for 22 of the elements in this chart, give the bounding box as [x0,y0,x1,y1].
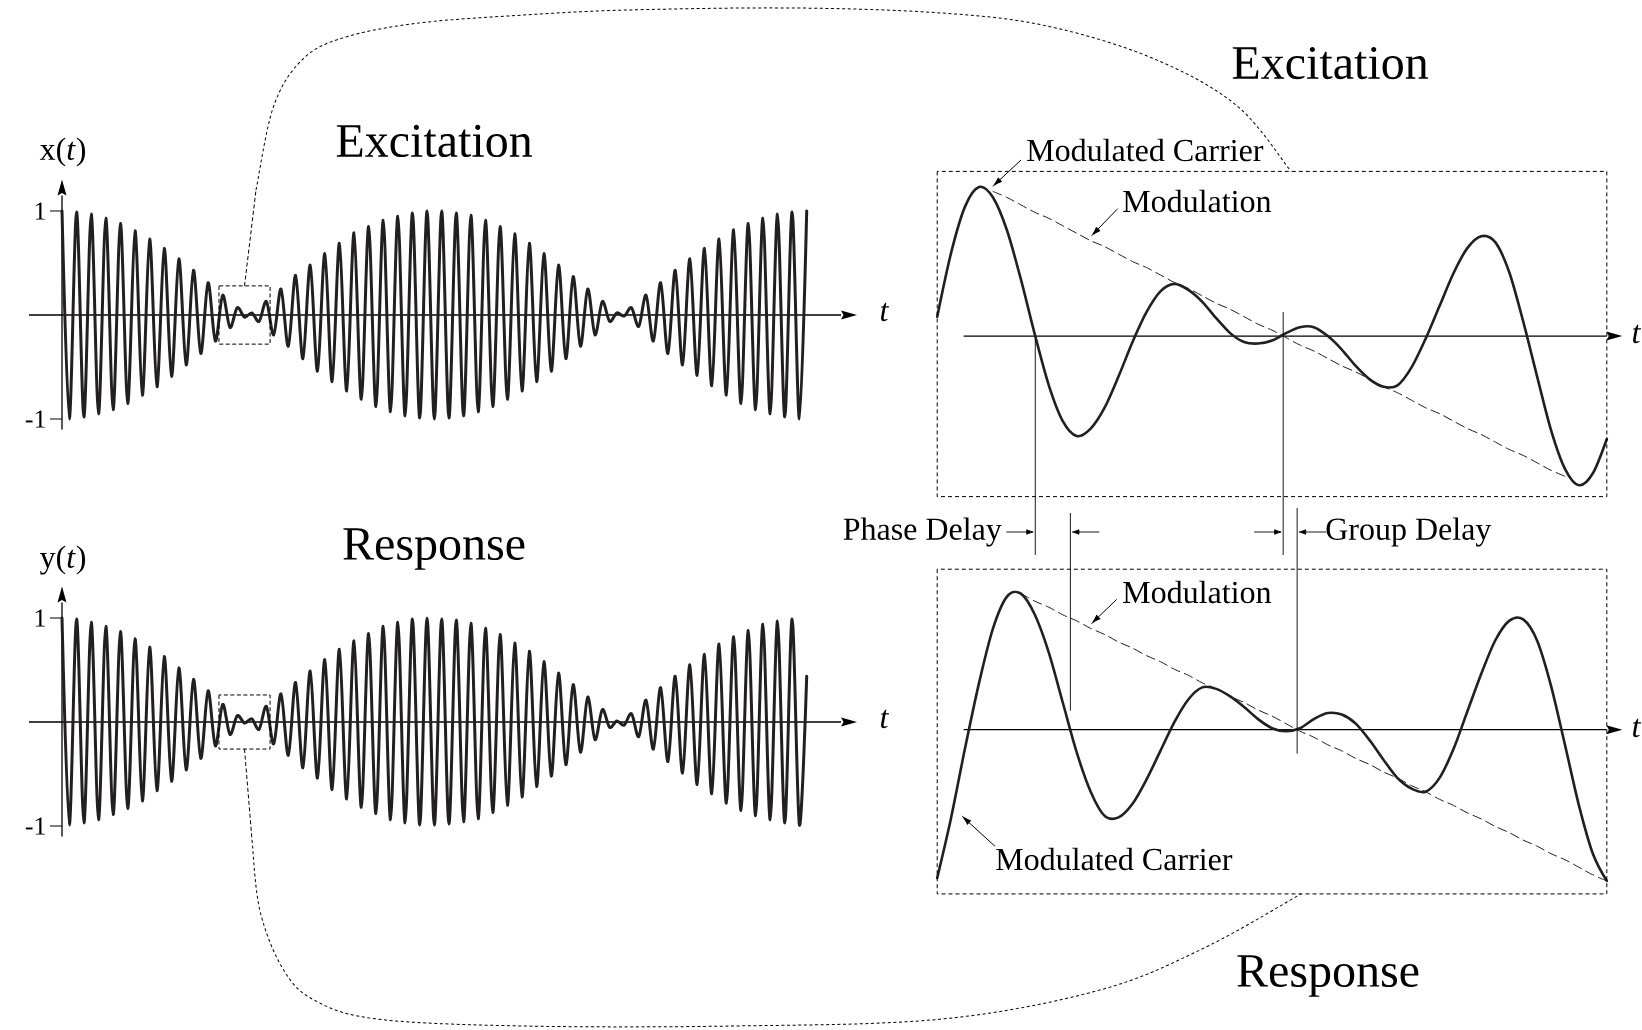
text: Phase Delay [843,517,1002,547]
x-axis-title: t [1632,718,1642,738]
text: Response [1237,955,1419,997]
line-series [60,209,809,421]
chart-title: Excitation [1232,46,1428,80]
y-axis-title: x(t) [39,137,86,167]
text: Group Delay [1326,517,1492,547]
x-axis-title: t [1632,324,1642,344]
series-label: Modulation [1123,580,1272,604]
y-tick-label: 1 [35,609,45,627]
y-tick-label: 1 [35,202,45,220]
y-axis-title: y(t) [39,545,86,575]
series-label: Modulation [1123,189,1272,213]
x-axis-title: t [880,709,890,729]
series-label: Modulated Carrier [1027,138,1264,162]
y-tick-label: -1 [25,410,45,428]
chart-title: Response [343,528,525,570]
chart-title: Excitation [336,124,532,158]
x-axis-title: t [880,302,890,322]
line-series [60,616,809,827]
y-tick-label: -1 [25,817,45,835]
series-label: Modulated Carrier [996,847,1233,871]
